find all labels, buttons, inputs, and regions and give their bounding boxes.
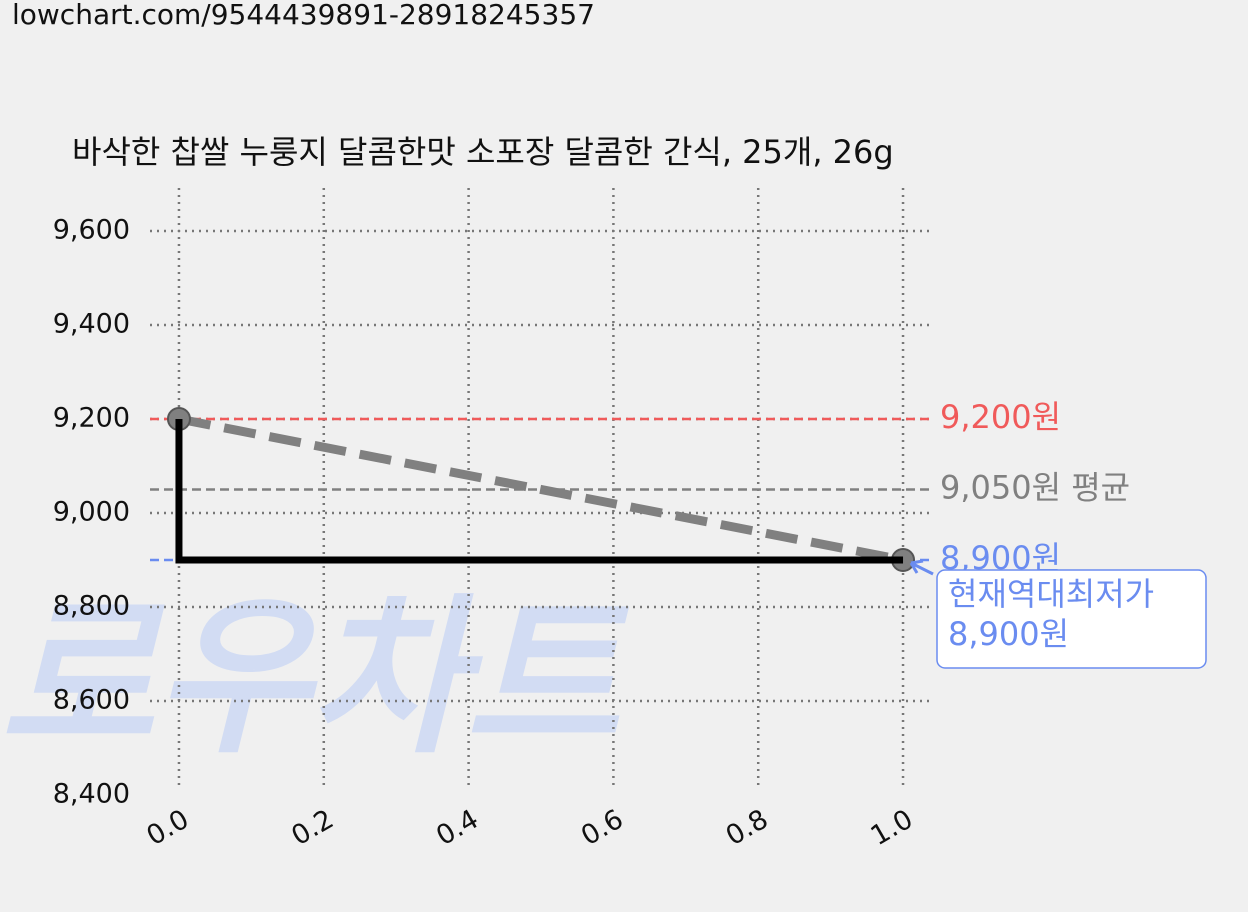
y-tick-label: 9,200 <box>53 403 130 434</box>
annotation-arrow <box>909 559 934 576</box>
x-tick-label: 0.8 <box>721 804 774 852</box>
y-tick-label: 9,000 <box>53 497 130 528</box>
x-tick-label: 0.4 <box>431 804 484 852</box>
watermark: 로우차트 <box>0 579 630 777</box>
chart-title: 바삭한 찹쌀 누룽지 달콤한맛 소포장 달콤한 간식, 25개, 26g <box>72 133 894 171</box>
x-tick-label: 0.2 <box>286 804 339 852</box>
url: lowchart.com/9544439891-28918245357 <box>12 0 595 31</box>
annotation-text: 현재역대최저가 <box>948 575 1154 613</box>
series-line <box>178 414 904 565</box>
y-tick-label: 8,400 <box>53 779 130 810</box>
x-tick-label: 0.6 <box>576 804 629 852</box>
annotation-text: 8,900원 <box>948 615 1069 653</box>
y-tick-label: 8,800 <box>53 591 130 622</box>
x-tick-label: 1.0 <box>866 804 919 852</box>
y-tick-label: 8,600 <box>53 685 130 716</box>
series-line <box>175 419 904 564</box>
x-tick-label: 0.0 <box>142 804 195 852</box>
reference-label: 9,200원 <box>940 398 1061 436</box>
annotation-box <box>936 569 1207 669</box>
y-tick-label: 9,600 <box>53 215 130 246</box>
y-tick-label: 9,400 <box>53 309 130 340</box>
reference-label: 9,050원 평균 <box>940 469 1130 507</box>
